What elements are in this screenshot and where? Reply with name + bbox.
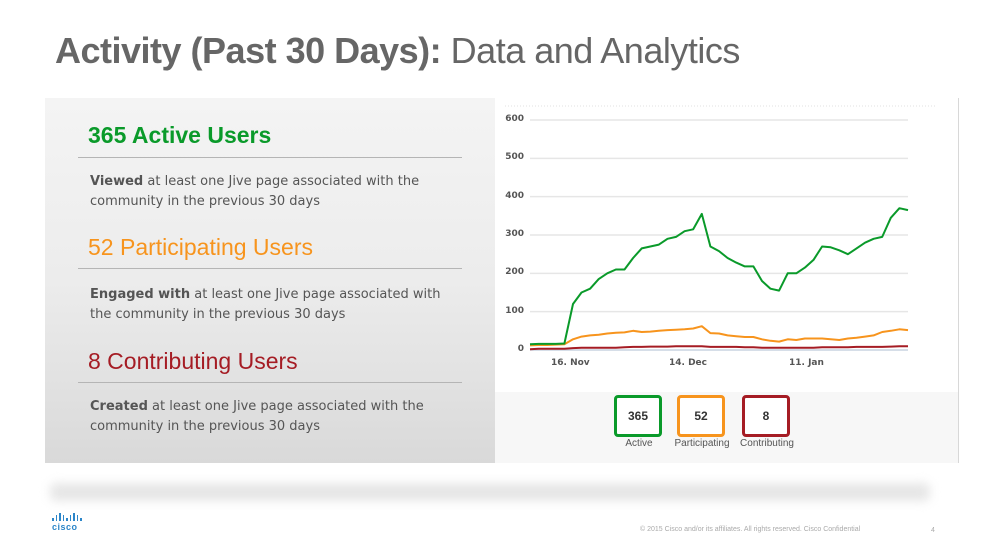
- chart-legend: 365 Active 52 Participating 8 Contributi…: [495, 392, 958, 463]
- copyright-footer: © 2015 Cisco and/or its affiliates. All …: [640, 526, 861, 533]
- series-line-participating: [529, 325, 909, 347]
- active-users-heading: 365 Active Users: [88, 122, 272, 148]
- legend-box-participating[interactable]: 52: [677, 395, 725, 437]
- legend-box-active[interactable]: 365: [614, 395, 662, 437]
- cisco-logo-text: cisco: [52, 522, 78, 532]
- page-title-light: Data and Analytics: [441, 30, 741, 71]
- legend-label-contributing: Contributing: [740, 438, 794, 449]
- legend-label-active: Active: [625, 438, 653, 449]
- legend-box-contributing[interactable]: 8: [742, 395, 790, 437]
- y-tick-label: 500: [505, 152, 524, 163]
- desc-bold: Engaged with: [90, 287, 191, 302]
- chart-panel: 0 100 200 300 400 500 600 16. Nov 14. Dec 11. …: [495, 98, 959, 463]
- legend-label-participating: Participating: [674, 438, 730, 449]
- desc-rest: at least one Jive page associated with t…: [90, 287, 441, 322]
- participating-users-heading: 52 Participating Users: [88, 234, 313, 260]
- y-tick-label: 400: [505, 190, 524, 201]
- desc-bold: Created: [90, 399, 148, 414]
- y-tick-label: 200: [505, 267, 524, 278]
- contributing-users-description: Created at least one Jive page associate…: [90, 397, 460, 437]
- divider: [78, 268, 462, 269]
- x-tick-label: 14. Dec: [669, 358, 707, 368]
- y-tick-label: 300: [505, 229, 524, 239]
- x-tick-label: 11. Jan: [789, 358, 824, 368]
- stats-panel: 365 Active Users Viewed at least one Jiv…: [45, 98, 495, 463]
- desc-bold: Viewed: [90, 174, 144, 189]
- participating-users-description: Engaged with at least one Jive page asso…: [90, 285, 460, 325]
- divider: [78, 382, 462, 383]
- series-line-active: [529, 207, 909, 346]
- y-tick-label: 0: [517, 344, 524, 354]
- desc-rest: at least one Jive page associated with t…: [90, 399, 424, 434]
- divider: [78, 157, 462, 158]
- series-line-contributing: [529, 345, 908, 351]
- cisco-logo-bars-icon: [52, 513, 82, 521]
- cisco-logo: cisco: [52, 513, 82, 532]
- desc-rest: at least one Jive page associated with t…: [90, 174, 420, 209]
- slide-shadow: [50, 483, 930, 501]
- line-chart: [505, 105, 935, 351]
- page-number: 4: [931, 527, 935, 534]
- active-users-description: Viewed at least one Jive page associated…: [90, 172, 460, 212]
- contributing-users-heading: 8 Contributing Users: [88, 348, 298, 374]
- y-tick-label: 600: [505, 114, 524, 124]
- y-tick-label: 100: [505, 305, 524, 316]
- page-title-bold: Activity (Past 30 Days):: [55, 30, 442, 71]
- page-title: Activity (Past 30 Days): Data and Analyt…: [55, 30, 740, 72]
- x-tick-label: 16. Nov: [551, 358, 590, 368]
